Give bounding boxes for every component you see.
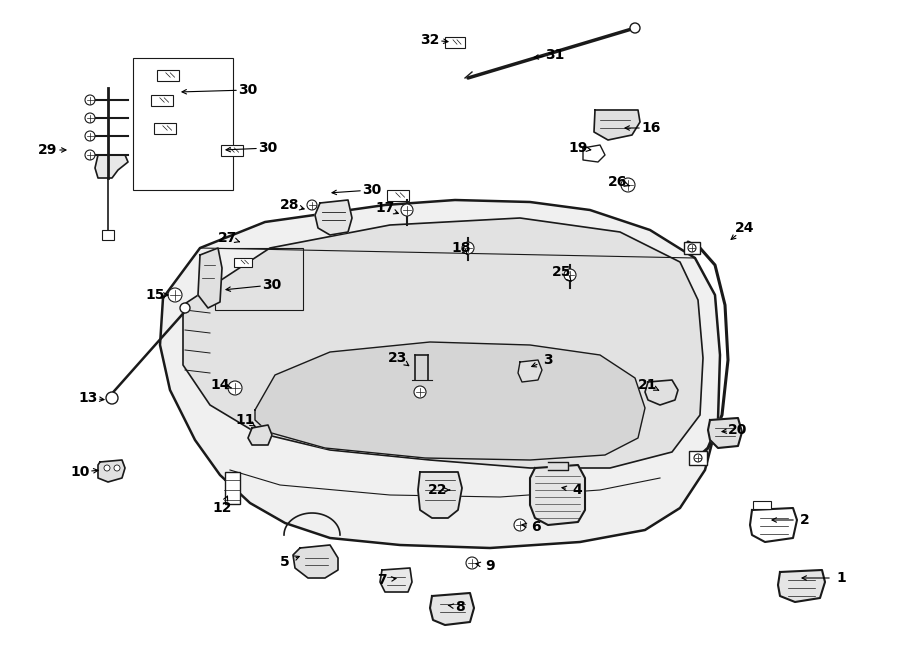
Text: 2: 2 (800, 513, 810, 527)
Circle shape (168, 288, 182, 302)
Polygon shape (430, 593, 474, 625)
Circle shape (401, 204, 413, 216)
Circle shape (106, 392, 118, 404)
Text: 25: 25 (553, 265, 572, 279)
Circle shape (104, 465, 110, 471)
Text: 26: 26 (608, 175, 627, 189)
Polygon shape (255, 342, 645, 460)
Polygon shape (160, 200, 720, 548)
Text: 30: 30 (263, 278, 282, 292)
Circle shape (414, 386, 426, 398)
Bar (689, 451, 707, 465)
Circle shape (307, 200, 317, 210)
Text: 10: 10 (70, 465, 90, 479)
Circle shape (114, 465, 120, 471)
Polygon shape (315, 200, 352, 235)
Polygon shape (594, 110, 640, 140)
Circle shape (85, 150, 95, 160)
Text: 21: 21 (638, 378, 658, 392)
Text: 16: 16 (642, 121, 661, 135)
Polygon shape (98, 460, 125, 482)
Bar (154, 122, 176, 134)
Circle shape (688, 244, 696, 252)
Text: 3: 3 (544, 353, 553, 367)
Bar (234, 258, 252, 266)
Circle shape (85, 95, 95, 105)
Polygon shape (778, 570, 825, 602)
Text: 12: 12 (212, 501, 232, 515)
Circle shape (180, 303, 190, 313)
Text: 20: 20 (728, 423, 748, 437)
Polygon shape (530, 465, 585, 525)
Text: 18: 18 (451, 241, 471, 255)
Polygon shape (750, 508, 797, 542)
Text: 5: 5 (280, 555, 290, 569)
Bar (387, 190, 409, 200)
Bar (215, 248, 303, 310)
Text: 14: 14 (211, 378, 230, 392)
Text: 17: 17 (375, 201, 395, 215)
Bar (151, 95, 173, 106)
Polygon shape (645, 380, 678, 405)
Circle shape (85, 131, 95, 141)
Circle shape (228, 381, 242, 395)
Circle shape (85, 113, 95, 123)
Text: 32: 32 (420, 33, 440, 47)
Bar (157, 69, 179, 81)
Text: 27: 27 (219, 231, 238, 245)
Text: 30: 30 (238, 83, 257, 97)
Polygon shape (583, 145, 605, 162)
Text: 30: 30 (363, 183, 382, 197)
Text: 22: 22 (428, 483, 448, 497)
Polygon shape (293, 545, 338, 578)
Text: 28: 28 (280, 198, 300, 212)
Circle shape (466, 557, 478, 569)
Text: 4: 4 (572, 483, 582, 497)
Text: 24: 24 (735, 221, 755, 235)
Polygon shape (708, 418, 742, 448)
Bar (684, 242, 700, 254)
Text: 30: 30 (258, 141, 277, 155)
Text: 29: 29 (39, 143, 58, 157)
Circle shape (694, 454, 702, 462)
Text: 8: 8 (455, 600, 465, 614)
Text: 11: 11 (235, 413, 255, 427)
Bar (753, 501, 771, 509)
Bar (102, 230, 114, 240)
Circle shape (462, 242, 474, 254)
Text: 7: 7 (377, 573, 387, 587)
Polygon shape (248, 425, 272, 445)
Circle shape (564, 269, 576, 281)
Bar (221, 145, 243, 155)
Text: 13: 13 (78, 391, 98, 405)
Text: 19: 19 (568, 141, 588, 155)
Bar (224, 472, 239, 504)
Polygon shape (183, 218, 703, 468)
Polygon shape (518, 360, 542, 382)
Polygon shape (95, 155, 128, 178)
Bar (445, 36, 465, 48)
Text: 31: 31 (545, 48, 564, 62)
Text: 23: 23 (388, 351, 408, 365)
Text: 9: 9 (485, 559, 495, 573)
Polygon shape (198, 248, 222, 308)
Circle shape (621, 178, 635, 192)
Text: 15: 15 (145, 288, 165, 302)
Polygon shape (380, 568, 412, 592)
Polygon shape (548, 462, 568, 470)
Text: 1: 1 (836, 571, 846, 585)
Circle shape (514, 519, 526, 531)
Text: 6: 6 (531, 520, 541, 534)
Bar (133, 58, 233, 190)
Polygon shape (418, 472, 462, 518)
Circle shape (630, 23, 640, 33)
